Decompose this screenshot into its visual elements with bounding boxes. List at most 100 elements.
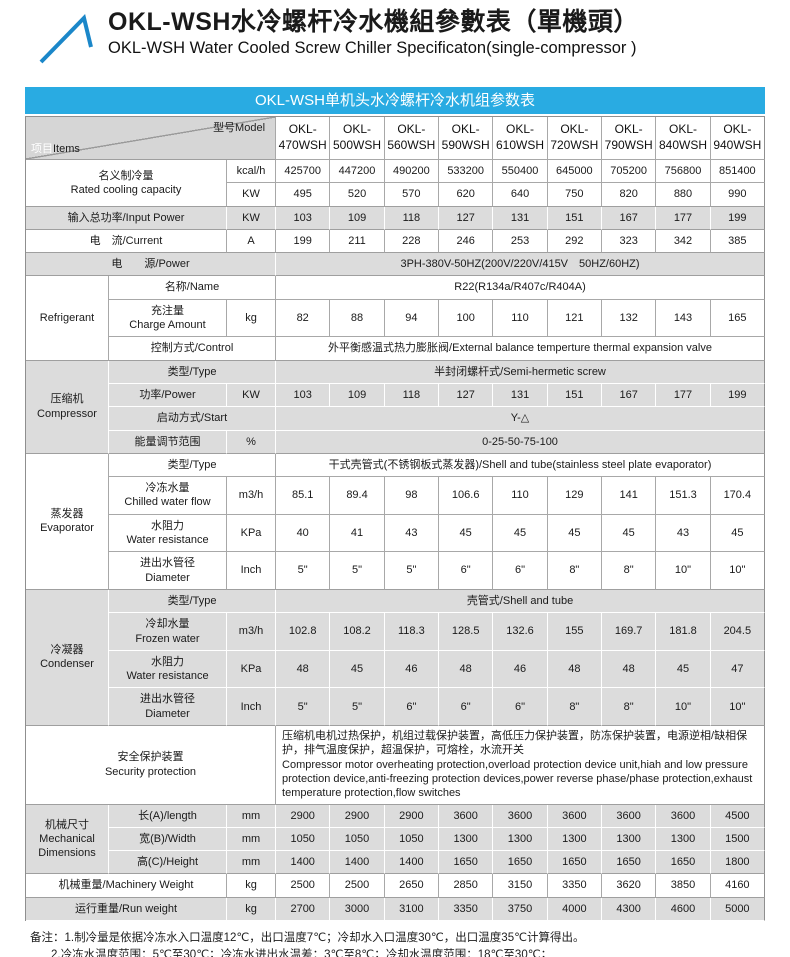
table-row: 水阻力 Water resistance KPa 40 41 43 45 45 45 45 43 45: [26, 514, 765, 553]
value-cell: 820: [602, 183, 657, 207]
value-cell: 3150: [493, 874, 548, 898]
table-row: 冷却水量 Frozen water m3/h 102.8 108.2 118.3 128.5…: [26, 613, 765, 651]
unit-cell: mm: [227, 827, 277, 852]
value-cell: 40: [276, 514, 331, 553]
value-cell: 8": [602, 552, 657, 590]
value-cell: 253: [493, 229, 548, 254]
item-label-cell: 运行重量/Run weight: [26, 897, 227, 921]
unit-cell: KW: [227, 383, 277, 408]
value-cell: 128.5: [439, 613, 494, 651]
unit-cell: kg: [227, 299, 277, 338]
value-cell: 94: [384, 299, 440, 338]
items-model-corner-cell: 项目Items 型号Model: [26, 117, 277, 160]
value-cell: 3100: [384, 897, 440, 921]
value-cell: 129: [547, 477, 602, 515]
item-label-cell: 电 流/Current: [26, 229, 227, 254]
value-cell: 45: [493, 514, 548, 553]
unit-cell: KPa: [227, 514, 277, 553]
item-label-cell: 名称/Name: [109, 276, 277, 300]
security-text-cell: 压缩机电机过热保护，机组过载保护装置，高低压力保护装置，防冻保护装置，电源逆相/…: [276, 726, 765, 805]
value-cell: 169.7: [602, 613, 657, 651]
value-cell: 3600: [656, 804, 711, 828]
value-cell: 228: [384, 229, 440, 254]
merged-value-cell: 3PH-380V-50HZ(200V/220V/415V 50HZ/60HZ): [276, 253, 765, 277]
value-cell: 143: [656, 299, 711, 338]
value-cell: 533200: [439, 160, 494, 184]
table-row: 宽(B)/Width mm 1050 1050 1050 1300 1300 1300 1300…: [26, 827, 765, 852]
item-label-cell: 功率/Power: [109, 383, 227, 408]
value-cell: 3350: [547, 874, 602, 898]
value-cell: 1400: [384, 851, 440, 875]
value-cell: 640: [493, 183, 548, 207]
item-label-cell: 安全保护装置 Security protection: [26, 726, 277, 805]
value-cell: 47: [710, 650, 765, 689]
value-cell: 4600: [656, 897, 711, 921]
value-cell: 4160: [710, 874, 765, 898]
unit-cell: KPa: [227, 650, 277, 689]
value-cell: 1650: [547, 851, 602, 875]
value-cell: 46: [384, 650, 440, 689]
item-label-cell: 类型/Type: [109, 453, 277, 478]
unit-cell: m3/h: [227, 477, 277, 515]
value-cell: 131: [493, 206, 548, 230]
item-label-cell: 充注量 Charge Amount: [109, 299, 227, 338]
unit-cell: kg: [227, 897, 277, 921]
table-row: 高(C)/Height mm 1400 1400 1400 1650 1650 1650 165…: [26, 851, 765, 875]
value-cell: 6": [493, 688, 548, 727]
value-cell: 48: [602, 650, 657, 689]
group-label-cell: 机械尺寸 Mechanical Dimensions: [26, 804, 109, 875]
unit-cell: mm: [227, 851, 277, 875]
value-cell: 10": [656, 552, 711, 590]
value-cell: 131: [493, 383, 548, 408]
value-cell: 8": [547, 552, 602, 590]
notes-block: 备注：1.制冷量是依据冷冻水入口温度12℃，出口温度7℃；冷却水入口温度30℃，…: [30, 930, 790, 957]
table-row: 机械重量/Machinery Weight kg 2500 2500 2650 2850 3…: [26, 874, 765, 898]
model-header-cell: OKL- 590WSH: [439, 117, 494, 160]
item-label-cell: 进出水管径 Diameter: [109, 688, 227, 727]
value-cell: 1650: [493, 851, 548, 875]
value-cell: 6": [439, 552, 494, 590]
value-cell: 2900: [276, 804, 331, 828]
value-cell: 1050: [330, 827, 385, 852]
table-header-row: 项目Items 型号Model OKL- 470WSH OKL- 500WSH OKL- 56…: [26, 117, 765, 160]
value-cell: 880: [656, 183, 711, 207]
value-cell: 141: [602, 477, 657, 515]
item-label-cell: 冷冻水量 Chilled water flow: [109, 477, 227, 515]
group-label-cell: 蒸发器 Evaporator: [26, 453, 109, 590]
item-label-cell: 电 源/Power: [26, 253, 277, 277]
unit-cell: Inch: [227, 552, 277, 590]
value-cell: 10": [656, 688, 711, 727]
value-cell: 132: [602, 299, 657, 338]
model-label: 型号Model: [213, 122, 266, 134]
value-cell: 151.3: [656, 477, 711, 515]
value-cell: 167: [602, 206, 657, 230]
value-cell: 1300: [547, 827, 602, 852]
value-cell: 177: [656, 206, 711, 230]
model-header-cell: OKL- 560WSH: [384, 117, 440, 160]
value-cell: 323: [602, 229, 657, 254]
value-cell: 756800: [656, 160, 711, 184]
table-row: 安全保护装置 Security protection 压缩机电机过热保护，机组过载保…: [26, 726, 765, 805]
value-cell: 109: [330, 206, 385, 230]
value-cell: 292: [547, 229, 602, 254]
value-cell: 199: [710, 206, 765, 230]
value-cell: 3600: [493, 804, 548, 828]
value-cell: 990: [710, 183, 765, 207]
model-header-cell: OKL- 790WSH: [602, 117, 657, 160]
value-cell: 5": [330, 552, 385, 590]
unit-cell: A: [227, 229, 277, 254]
note-line: 备注：1.制冷量是依据冷冻水入口温度12℃，出口温度7℃；冷却水入口温度30℃，…: [30, 931, 585, 944]
value-cell: 3000: [330, 897, 385, 921]
value-cell: 3850: [656, 874, 711, 898]
value-cell: 46: [493, 650, 548, 689]
value-cell: 102.8: [276, 613, 331, 651]
value-cell: 121: [547, 299, 602, 338]
table-row: 压缩机 Compressor 类型/Type 半封闭螺杆式/Semi-hermetic…: [26, 360, 765, 454]
value-cell: 2850: [439, 874, 494, 898]
brand-arrow-icon: [34, 8, 96, 66]
table-row: 能量调节范围% 0-25-50-75-100: [26, 430, 765, 454]
value-cell: 127: [439, 383, 494, 408]
table-row: 水阻力 Water resistance KPa 48 45 46 48 46 48 48 45 47: [26, 650, 765, 689]
value-cell: 645000: [547, 160, 602, 184]
value-cell: 103: [276, 383, 331, 408]
